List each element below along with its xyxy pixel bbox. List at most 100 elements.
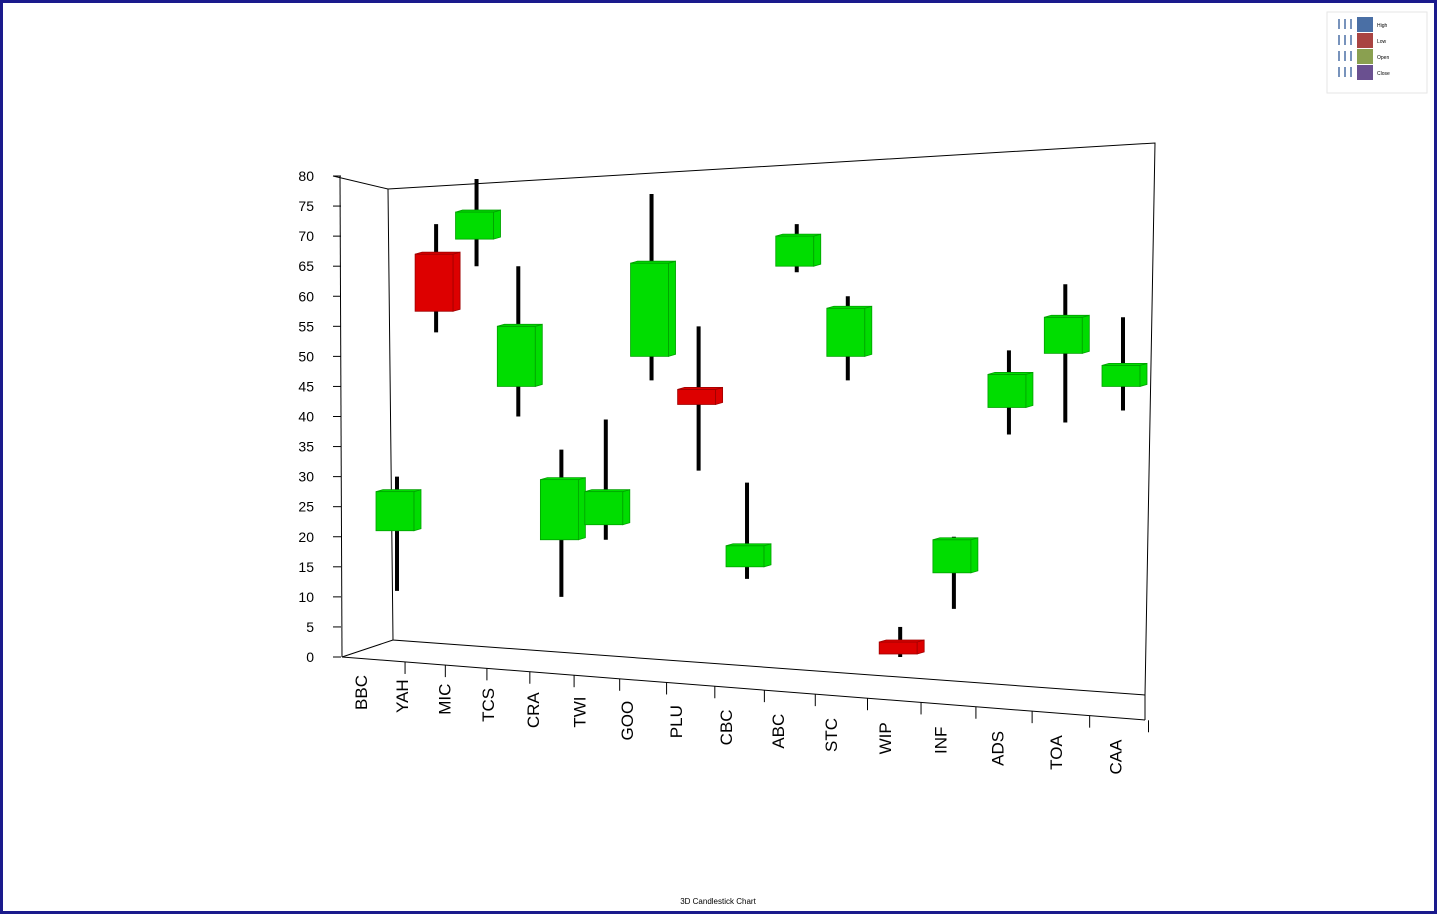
y-tick-label: 65 xyxy=(298,258,314,274)
x-tick-label: INF xyxy=(932,727,951,754)
x-tick-label: CAA xyxy=(1107,739,1126,775)
x-tick-label: GOO xyxy=(618,701,637,741)
y-tick-label: 70 xyxy=(298,228,314,244)
candle-body-top xyxy=(375,489,422,493)
candle xyxy=(677,326,724,471)
candle xyxy=(455,179,501,267)
candle xyxy=(1101,317,1148,411)
y-tick-label: 0 xyxy=(306,649,314,665)
candle-body-top xyxy=(775,233,821,237)
chart-title: 3D Candlestick Chart xyxy=(680,897,756,906)
candle-body-side xyxy=(1081,314,1090,354)
y-tick-label: 10 xyxy=(298,589,314,605)
candle-body-top xyxy=(630,260,676,264)
x-tick-label: PLU xyxy=(667,705,686,738)
candle-body xyxy=(1101,364,1141,387)
candle-body-side xyxy=(970,537,979,574)
candle xyxy=(630,194,676,381)
candle-body-side xyxy=(1139,362,1148,387)
candle-body-side xyxy=(1025,371,1034,409)
legend-swatch xyxy=(1357,65,1373,80)
candle-body xyxy=(496,325,536,387)
y-tick-label: 15 xyxy=(298,559,314,575)
candle-body xyxy=(375,491,415,532)
y-tick-label: 25 xyxy=(298,499,314,515)
candle xyxy=(414,224,461,333)
candle-body xyxy=(1043,316,1083,354)
candle-body xyxy=(826,307,866,357)
candle-body-side xyxy=(715,386,724,406)
candle xyxy=(1043,284,1090,423)
frame-edge xyxy=(332,175,389,190)
y-tick-label: 20 xyxy=(298,529,314,545)
candle-body-top xyxy=(725,543,772,547)
candle-body xyxy=(455,211,494,240)
legend-box xyxy=(1326,11,1428,94)
legend-label: Open xyxy=(1377,55,1389,61)
x-tick-label: ADS xyxy=(989,731,1008,766)
y-tick-label: 60 xyxy=(298,288,314,304)
legend-swatch xyxy=(1357,49,1373,64)
back-wall xyxy=(387,142,1156,696)
candle-body-top xyxy=(987,372,1034,375)
candle-body xyxy=(932,539,972,574)
candle-body-side xyxy=(493,209,501,240)
x-axis-line xyxy=(341,656,1146,721)
x-tick-label: BBC xyxy=(352,675,371,710)
candle xyxy=(932,536,979,609)
x-tick-label: MIC xyxy=(435,684,454,715)
candle-body xyxy=(987,374,1027,408)
legend-swatch xyxy=(1357,33,1373,48)
x-tick-label: TOA xyxy=(1047,735,1066,770)
y-tick-label: 50 xyxy=(298,348,314,364)
candle-body-top xyxy=(1044,314,1090,318)
x-tick-label: YAH xyxy=(393,679,412,713)
candle xyxy=(775,224,822,273)
candle-body xyxy=(725,545,765,568)
chart: High Low Open Close 3D Candlestick Chart 0 5… xyxy=(298,11,1428,906)
y-tick-label: 40 xyxy=(298,409,314,425)
frame-edge xyxy=(341,639,394,658)
legend-swatch xyxy=(1357,17,1373,32)
legend-label: High xyxy=(1377,23,1388,29)
candle-body-side xyxy=(534,323,543,387)
x-tick-label: TCS xyxy=(479,688,498,722)
candle-body-side xyxy=(577,477,586,541)
candle-body-side xyxy=(413,489,422,532)
candle xyxy=(584,419,631,540)
candle-body-top xyxy=(879,639,925,643)
candle-body xyxy=(630,262,669,357)
x-tick-label: ABC xyxy=(769,714,788,749)
candle-body-side xyxy=(813,233,822,267)
candle-body-top xyxy=(1101,362,1148,366)
y-tick-label: 30 xyxy=(298,469,314,485)
candle-body-side xyxy=(864,305,873,357)
candle-body xyxy=(414,253,454,312)
candle-body-side xyxy=(622,489,631,526)
y-tick-label: 45 xyxy=(298,378,314,394)
candle xyxy=(826,296,873,381)
legend-label: Low xyxy=(1377,39,1387,45)
y-tick-label: 5 xyxy=(306,619,314,635)
candle xyxy=(539,449,586,597)
candle-body-top xyxy=(455,209,501,213)
x-tick-label: CBC xyxy=(717,709,736,745)
candle-body xyxy=(878,641,918,655)
candle-body-top xyxy=(540,477,586,481)
legend: High Low Open Close xyxy=(1326,11,1428,94)
candle xyxy=(496,266,543,417)
candle-body-side xyxy=(763,543,772,568)
candle xyxy=(987,350,1034,435)
candle xyxy=(725,482,772,579)
candle-body-top xyxy=(584,489,630,493)
candle-body-top xyxy=(677,387,723,390)
candle xyxy=(878,626,925,657)
candle-body-top xyxy=(414,251,461,255)
y-tick-label: 75 xyxy=(298,198,314,214)
candle-body-top xyxy=(932,537,979,541)
x-tick-label: WIP xyxy=(876,722,895,754)
candle-body xyxy=(677,389,717,405)
y-tick-label: 35 xyxy=(298,439,314,455)
candle-body xyxy=(584,491,624,526)
